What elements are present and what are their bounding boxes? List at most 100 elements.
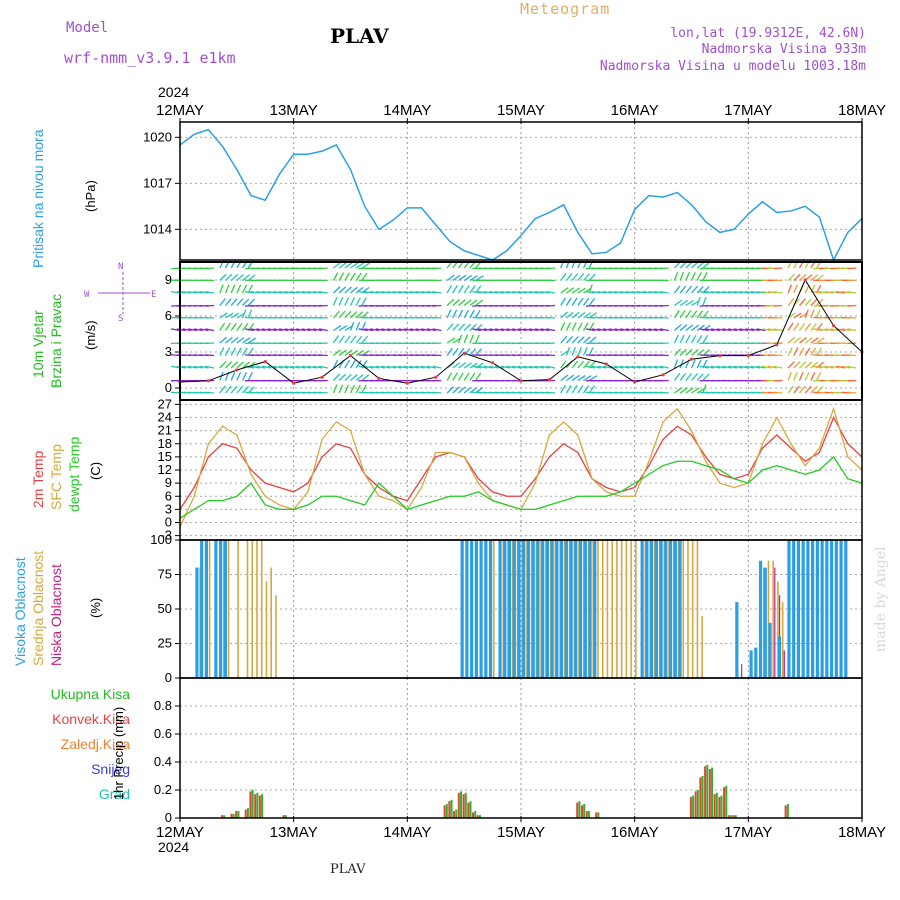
wind-arrow (446, 386, 455, 394)
wind-arrow (565, 322, 571, 331)
wind-arrow (804, 322, 812, 331)
temp-dew-point (207, 500, 210, 502)
pressure-point (335, 144, 337, 146)
precip-conv-bar (258, 795, 261, 818)
wind-arrow (458, 274, 467, 282)
temp-dew-point (406, 508, 408, 510)
wind-arrow (577, 336, 585, 344)
wind-arrow (475, 372, 482, 381)
wind-arrow (338, 297, 344, 306)
precip-conv-bar (699, 777, 702, 818)
time-label-top: 13MAY (270, 102, 318, 119)
ytick-label-temp: 12 (158, 462, 172, 477)
ytick-label-pressure: 1017 (143, 175, 172, 190)
cloud-mid-bar (625, 540, 628, 678)
pressure-point (378, 228, 380, 230)
wind-speed-point (803, 278, 807, 282)
wind-arrow (344, 373, 352, 381)
wind-arrow (386, 290, 397, 294)
temp-2m-point (662, 438, 664, 440)
ytick-label-wind: 6 (165, 308, 172, 323)
time-label-bottom: 17MAY (724, 824, 772, 841)
wind-arrow (659, 290, 669, 294)
wind-arrow (716, 328, 726, 332)
wind-arrow (199, 365, 209, 369)
wind-arrow (702, 310, 709, 319)
wind-arrow (787, 371, 792, 381)
cloud-high-bar (825, 540, 829, 678)
wind-arrow (219, 347, 225, 356)
wind-arrow (404, 365, 414, 369)
wind-arrow (560, 287, 569, 294)
wind-arrow (602, 328, 613, 332)
precip-total-bar (246, 808, 249, 818)
wind-arrow (463, 386, 472, 394)
pressure-point (548, 211, 551, 214)
wind-arrow (261, 328, 272, 332)
wind-arrow (452, 372, 458, 381)
wind-arrow (224, 347, 231, 356)
wind-arrow (577, 311, 586, 319)
wind-arrow (798, 322, 806, 331)
wind-arrow (349, 360, 356, 369)
wind-arrow (696, 334, 703, 344)
cloud-high-bar (735, 602, 739, 678)
cloud-mid-bar (682, 540, 685, 678)
temp-dew-point (250, 482, 252, 484)
wind-arrow (585, 365, 596, 369)
wind-arrow (696, 348, 705, 356)
wind-arrow (716, 290, 726, 294)
temp-dew-point (747, 482, 749, 484)
cloud-high-bar (498, 540, 502, 678)
wind-arrow (225, 361, 233, 369)
wind-arrow (361, 384, 367, 394)
temp-2m-point (420, 478, 423, 480)
wind-arrow (637, 328, 647, 332)
wind-arrow (787, 361, 795, 369)
pressure-point (364, 205, 366, 207)
temp-dew-point (534, 508, 536, 510)
temp-sfc-point (264, 495, 266, 497)
wind-arrow (355, 335, 363, 344)
wind-arrow (483, 365, 493, 369)
temp-2m-point (335, 443, 337, 445)
wind-arrow (432, 304, 442, 307)
precip-total-bar (597, 812, 600, 818)
wind-arrow (230, 347, 237, 356)
pressure-point (463, 250, 465, 252)
wind-arrow (674, 387, 683, 394)
wind-arrow (296, 328, 306, 332)
wind-arrow (463, 323, 471, 331)
wind-arrow (722, 328, 732, 332)
temp-sfc-point (832, 408, 835, 410)
wind-arrow (452, 298, 460, 306)
model-name: wrf-nmm_v3.9.1 e1km (64, 49, 236, 67)
wind-arrow (279, 365, 289, 369)
wind-speed-point (633, 380, 637, 384)
cloud-high-bar (512, 540, 516, 678)
wind-arrow (673, 348, 682, 356)
cloud-high-bar (474, 540, 478, 678)
altitude-label: Nadmorska Visina 933m (701, 42, 866, 57)
temp-dew-point (832, 456, 835, 458)
wind-arrow (793, 322, 800, 331)
wind-arrow (602, 365, 613, 369)
wind-arrow (472, 365, 482, 369)
wind-arrow (691, 373, 698, 381)
pressure-point (591, 253, 593, 255)
wind-arrow (813, 365, 823, 369)
precip-conv-bar (723, 787, 726, 818)
cloud-mid-bar (606, 540, 609, 678)
cloud-high-bar (593, 540, 597, 678)
wind-arrow (787, 347, 793, 356)
wind-arrow (813, 290, 823, 294)
wind-arrow (566, 287, 575, 294)
wind-arrow (699, 365, 709, 369)
wind-arrow (361, 297, 367, 306)
wind-arrow (847, 354, 857, 357)
wind-arrow (219, 322, 226, 331)
wind-arrow (565, 297, 572, 306)
wind-arrow (767, 290, 777, 294)
cloud-high-bar (522, 540, 526, 678)
wind-arrow (642, 290, 652, 294)
